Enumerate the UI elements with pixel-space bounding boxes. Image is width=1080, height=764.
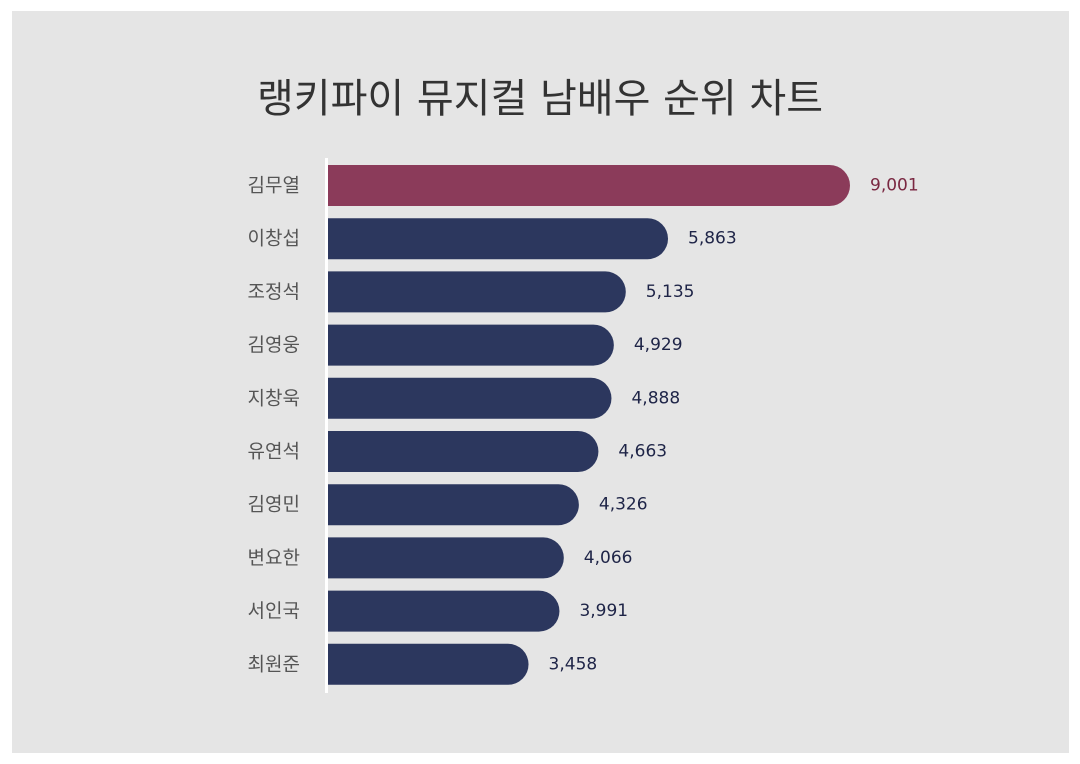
bar-1	[328, 165, 850, 206]
category-label: 김영민	[248, 494, 300, 516]
bar-5	[328, 377, 612, 419]
category-label: 유연석	[248, 441, 300, 463]
value-label: 3,458	[549, 654, 598, 674]
bar-9	[328, 590, 560, 632]
category-label: 변요한	[248, 547, 300, 569]
category-label: 최원준	[248, 653, 300, 675]
bar-2	[328, 218, 669, 260]
category-label: 지창욱	[248, 387, 300, 409]
bar-8	[328, 537, 564, 579]
category-label: 이창섭	[248, 228, 300, 250]
bar-3	[328, 271, 626, 313]
bar-7	[328, 484, 579, 526]
bar-10	[328, 643, 529, 685]
value-label: 4,663	[618, 442, 667, 462]
category-label: 김무열	[248, 175, 300, 197]
bar-6	[328, 430, 599, 472]
y-axis-line	[325, 158, 328, 693]
value-label: 4,066	[584, 548, 633, 568]
value-label: 4,929	[634, 335, 683, 355]
chart-title: 랭키파이 뮤지컬 남배우 순위 차트	[256, 76, 824, 122]
value-label: 3,991	[579, 601, 628, 621]
value-label: 9,001	[870, 176, 919, 196]
value-label: 4,326	[599, 495, 648, 515]
bar-4	[328, 324, 614, 366]
value-label: 5,863	[688, 229, 737, 249]
category-label: 김영웅	[248, 334, 300, 356]
category-label: 조정석	[248, 281, 300, 303]
value-label: 5,135	[646, 282, 695, 302]
value-label: 4,888	[631, 388, 680, 408]
category-label: 서인국	[248, 600, 300, 622]
